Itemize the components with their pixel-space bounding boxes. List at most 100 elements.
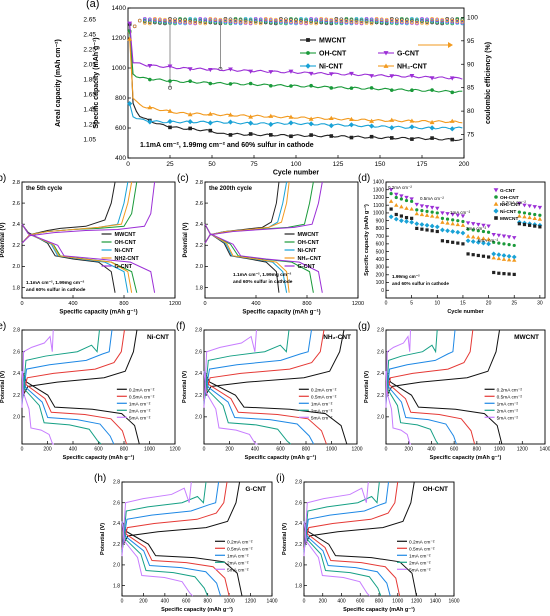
y-tick-label: 2.0 bbox=[377, 415, 384, 421]
y-tick-label: 2.4 bbox=[195, 371, 202, 377]
ce-marker bbox=[198, 16, 203, 21]
x-tick-label: 1600 bbox=[448, 599, 459, 605]
y-tick-label: 2.2 bbox=[12, 243, 20, 249]
series-marker bbox=[449, 118, 455, 123]
y-tick-label: 2.4 bbox=[12, 222, 20, 228]
rate-marker bbox=[532, 205, 537, 209]
charge-curve bbox=[385, 329, 438, 406]
legend-label: 2mA cm⁻² bbox=[497, 408, 519, 414]
discharge-curve bbox=[203, 371, 292, 445]
rate-marker bbox=[394, 212, 398, 217]
ce-marker bbox=[324, 17, 329, 22]
rate-marker bbox=[501, 234, 507, 239]
legend-marker bbox=[494, 216, 498, 220]
ce-marker bbox=[389, 18, 394, 22]
rate-label: 0.2mA cm⁻² bbox=[388, 185, 412, 190]
rate-marker bbox=[450, 212, 455, 217]
charge-curve bbox=[204, 181, 323, 244]
discharge-curve bbox=[21, 371, 140, 445]
series-marker bbox=[429, 119, 435, 125]
legend-label: 0.5mA cm⁻² bbox=[409, 546, 435, 552]
y-tick-label: 2.4 bbox=[195, 222, 203, 228]
rate-marker bbox=[476, 222, 481, 227]
series-marker bbox=[207, 120, 213, 126]
panel-f: 0 200 400 600 800 1000 1200 2.0 2.2 2.4 2.6 2.8 (f) S… bbox=[176, 321, 363, 461]
charge-curve bbox=[303, 481, 399, 549]
rate-marker bbox=[455, 213, 461, 218]
left-y-tick-label: 1.65 bbox=[83, 91, 96, 98]
panel-label: (h) bbox=[94, 473, 106, 484]
legend-label: OH-CNT bbox=[298, 240, 320, 246]
series-marker bbox=[168, 79, 172, 83]
rate-marker bbox=[496, 256, 502, 261]
discharge-curve bbox=[203, 371, 327, 445]
series-marker bbox=[409, 118, 415, 123]
x-axis-label: Specific capacity (mAh g⁻¹) bbox=[161, 606, 233, 613]
series-marker bbox=[228, 82, 233, 86]
series-marker bbox=[449, 76, 455, 81]
rate-marker bbox=[393, 216, 399, 222]
rate-marker bbox=[501, 253, 507, 258]
series-marker bbox=[268, 113, 274, 118]
legend-label: 1mA cm⁻² bbox=[409, 553, 431, 559]
legend-label: 2mA cm⁻² bbox=[409, 560, 431, 566]
ce-marker bbox=[203, 17, 208, 22]
series-marker bbox=[389, 117, 395, 122]
rate-marker bbox=[507, 272, 511, 276]
x-tick-label: 800 bbox=[302, 301, 311, 307]
series-marker bbox=[188, 79, 192, 83]
ce-marker bbox=[329, 17, 334, 22]
charge-curve bbox=[21, 329, 113, 403]
rate-marker bbox=[512, 257, 517, 262]
rate-marker bbox=[460, 230, 466, 236]
y-tick-label: 1300 bbox=[373, 187, 384, 193]
rate-marker bbox=[398, 218, 404, 224]
series-marker bbox=[147, 105, 153, 110]
rate-marker bbox=[394, 192, 399, 197]
y-axis-label: Potential (V) bbox=[100, 523, 106, 555]
y-tick-label: 900 bbox=[376, 218, 385, 224]
series-marker bbox=[348, 122, 355, 128]
ce-marker bbox=[400, 19, 404, 23]
right-y-tick-label: 75 bbox=[467, 132, 475, 139]
x-tick-label: 1000 bbox=[224, 599, 235, 605]
right-y-axis-label: coulombic efficiency (%) bbox=[485, 42, 492, 124]
ce-marker bbox=[364, 21, 369, 25]
x-axis-label: Specific capacity (mAh g⁻¹) bbox=[59, 309, 137, 316]
left-y-tick-label: 1.85 bbox=[83, 76, 96, 83]
panel-label: (g) bbox=[358, 321, 370, 332]
y-tick-label: 2.4 bbox=[113, 521, 120, 527]
ce-marker bbox=[334, 18, 339, 22]
plot-frame bbox=[127, 7, 465, 159]
discharge-curve bbox=[385, 371, 476, 445]
x-tick-label: 1000 bbox=[326, 447, 337, 453]
rate-marker bbox=[430, 229, 434, 233]
ce-marker bbox=[198, 21, 203, 25]
rate-marker bbox=[430, 210, 434, 214]
rate-marker bbox=[512, 272, 516, 277]
discharge-curve bbox=[303, 521, 382, 597]
rate-marker bbox=[435, 211, 439, 215]
discharge-curve bbox=[203, 371, 258, 445]
y-tick-label: 1100 bbox=[373, 203, 384, 209]
ce-marker bbox=[132, 24, 137, 29]
annotation-text: and 60% sulfur in cathode bbox=[392, 281, 449, 286]
legend-marker bbox=[493, 208, 499, 214]
legend-label: 5mA cm⁻² bbox=[227, 567, 249, 573]
left-y-tick-label: 2.05 bbox=[83, 61, 96, 68]
rate-marker bbox=[410, 216, 414, 220]
ce-marker bbox=[314, 17, 318, 22]
legend-label: NH₂-CNT bbox=[397, 64, 428, 71]
legend-label: 0.2mA cm⁻² bbox=[409, 539, 435, 545]
ce-marker bbox=[344, 19, 349, 23]
legend-label: 1mA cm⁻² bbox=[129, 401, 151, 407]
rate-marker bbox=[415, 226, 419, 230]
y-tick-label: 2.0 bbox=[295, 563, 302, 569]
y-axis-label: Potential (V) bbox=[0, 222, 6, 257]
y-tick-label: 2.6 bbox=[195, 201, 203, 207]
y-tick-label: 2.8 bbox=[295, 480, 302, 486]
panel-a: 0 25 50 75 100 125 150 175 200 400 600 800 1000 1200 1… bbox=[55, 0, 492, 177]
ce-marker bbox=[143, 21, 147, 25]
series-marker bbox=[269, 83, 273, 88]
ce-marker bbox=[359, 20, 364, 25]
